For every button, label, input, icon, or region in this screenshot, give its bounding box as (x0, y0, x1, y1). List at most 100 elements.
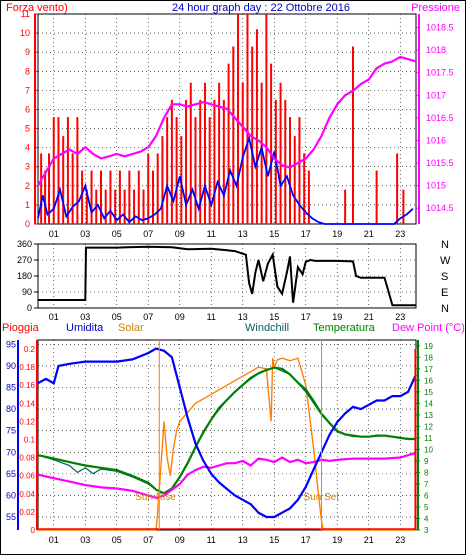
x-tick-label: 05 (112, 312, 122, 322)
x-tick-label: 21 (364, 535, 374, 545)
x-tick-label: 01 (49, 312, 59, 322)
y-tick-label: 5 (25, 124, 30, 134)
x-tick-label: 05 (112, 535, 122, 545)
rain-tick-label: 0 (31, 526, 36, 535)
y-tick-label: 9 (25, 47, 30, 57)
rain-tick-label: 0.14 (19, 399, 35, 408)
wind-direction-line (38, 245, 416, 307)
weather-x-axis: 01 03 05 07 09 11 13 15 17 19 21 23 (49, 535, 406, 545)
direction-lines (38, 245, 416, 307)
y-tick-label: 0 (27, 303, 32, 313)
weather-lines (37, 340, 418, 531)
x-tick-label: 05 (112, 229, 122, 239)
y-tick-label: 1015.5 (426, 158, 454, 168)
humidity-axis-label: Umidita (66, 322, 104, 334)
humidity-tick-label: 60 (6, 490, 16, 500)
rain-tick-label: 0.16 (19, 381, 35, 390)
compass-w: W (440, 255, 451, 267)
x-tick-label: 17 (301, 229, 311, 239)
y-tick-label: 11 (21, 9, 30, 19)
x-tick-label: 19 (332, 535, 342, 545)
x-tick-label: 17 (301, 535, 311, 545)
x-tick-label: 13 (238, 312, 248, 322)
y-tick-label: 1016.5 (426, 113, 454, 123)
rain-y-axis: 0 0.02 0.04 0.06 0.08 0.1 0.12 0.14 0.16 0.18 0.2 (19, 340, 38, 535)
temp-tick-label: 19 (424, 342, 433, 351)
y-tick-label: 1017.5 (426, 68, 454, 78)
y-tick-label: 7 (25, 85, 30, 95)
humidity-tick-label: 95 (6, 339, 16, 349)
temp-tick-label: 3 (424, 526, 429, 535)
x-tick-label: 19 (332, 229, 342, 239)
x-tick-label: 09 (175, 312, 185, 322)
direction-x-axis: 01 03 05 07 09 11 13 15 17 19 21 23 (49, 312, 406, 322)
y-tick-label: 1014.5 (426, 203, 454, 213)
temp-tick-label: 5 (424, 503, 429, 512)
y-tick-label: 1 (25, 200, 30, 210)
x-tick-label: 03 (80, 535, 90, 545)
temp-tick-label: 16 (424, 376, 433, 385)
x-tick-label: 11 (207, 535, 216, 545)
compass-labels: N W S E N (440, 239, 451, 315)
y-tick-label: 3 (25, 162, 30, 172)
y-tick-label: 1018.5 (426, 23, 454, 33)
compass-n-top: N (441, 239, 449, 251)
temperature-line (37, 366, 416, 495)
y-tick-label: 8 (25, 66, 30, 76)
x-tick-label: 21 (364, 229, 374, 239)
x-tick-label: 03 (80, 229, 90, 239)
humidity-tick-label: 90 (6, 361, 16, 371)
temp-tick-label: 17 (424, 365, 433, 374)
top-x-axis: 01 03 05 07 09 11 13 15 17 19 21 23 (49, 229, 406, 239)
x-tick-label: 11 (207, 312, 216, 322)
temp-tick-label: 7 (424, 480, 429, 489)
temp-tick-label: 13 (424, 411, 433, 420)
rain-axis-label: Pioggia (2, 322, 40, 334)
humidity-y-axis: 55 60 65 70 75 80 85 90 95 (6, 339, 19, 530)
x-tick-label: 01 (49, 229, 59, 239)
windchill-axis-label: Windchill (245, 322, 289, 334)
temp-tick-label: 8 (424, 468, 429, 477)
rain-tick-label: 0.1 (24, 436, 36, 445)
pressure-line (37, 55, 417, 187)
x-tick-label: 15 (269, 535, 279, 545)
humidity-tick-label: 70 (6, 447, 16, 457)
pressure-y-axis: 1014.5 1015 1015.5 1016 1016.5 1017 1017.5 1018… (416, 14, 454, 224)
x-tick-label: 15 (269, 312, 279, 322)
x-tick-label: 09 (175, 535, 185, 545)
direction-plot-frame (37, 243, 417, 309)
y-tick-label: 1018 (426, 45, 446, 55)
sunrise-annotation: Sun Rise (135, 492, 176, 503)
humidity-tick-label: 85 (6, 383, 16, 393)
x-tick-label: 09 (175, 229, 185, 239)
wind-axis-label: Forza vento) (6, 2, 68, 14)
y-tick-label: 270 (17, 255, 32, 265)
temp-tick-label: 10 (424, 445, 433, 454)
temp-tick-label: 11 (424, 434, 433, 443)
x-tick-label: 15 (269, 229, 279, 239)
top-plot-frame (37, 13, 417, 225)
compass-e: E (441, 287, 448, 299)
rain-tick-label: 0.18 (19, 363, 35, 372)
x-tick-label: 13 (238, 229, 248, 239)
rain-tick-label: 0.06 (19, 472, 35, 481)
x-tick-label: 11 (207, 229, 216, 239)
humidity-line (37, 347, 418, 519)
x-tick-label: 07 (143, 535, 153, 545)
rain-tick-label: 0.12 (19, 417, 35, 426)
weather-plot-frame (37, 339, 417, 531)
temperature-axis-label: Temperatura (313, 322, 376, 334)
y-tick-label: 90 (22, 287, 32, 297)
y-tick-label: 0 (25, 219, 30, 229)
x-tick-label: 17 (301, 312, 311, 322)
y-tick-label: 2 (25, 181, 30, 191)
humidity-tick-label: 65 (6, 469, 16, 479)
rain-tick-label: 0.08 (19, 454, 35, 463)
x-tick-label: 13 (238, 535, 248, 545)
temp-tick-label: 14 (424, 399, 433, 408)
temperature-y-axis: 3 4 5 6 7 8 9 10 11 12 13 14 15 16 17 18 19 (416, 340, 433, 535)
y-tick-label: 1016 (426, 135, 446, 145)
sunset-annotation: Sun Set (304, 492, 340, 503)
top-lines (37, 55, 417, 225)
